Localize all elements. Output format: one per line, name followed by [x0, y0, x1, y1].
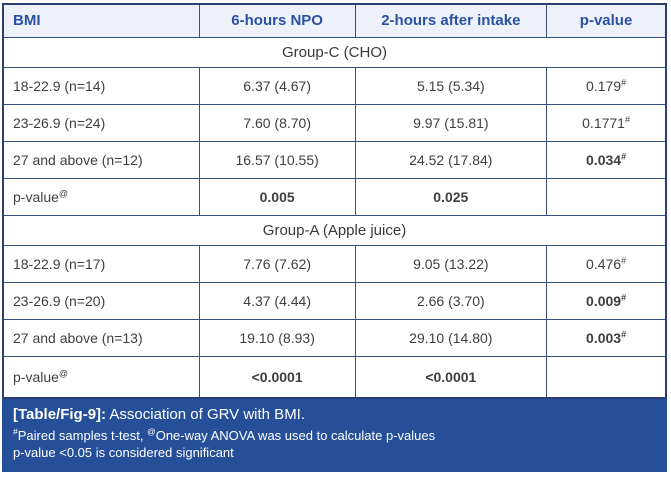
row-label: p-value@ [2, 355, 200, 399]
table-body: Group-C (CHO) 18-22.9 (n=14) 6.37 (4.67) 5.… [2, 36, 667, 399]
row-label: p-value@ [2, 177, 200, 216]
p-value-cell [546, 177, 667, 216]
npo-value: 19.10 (8.93) [198, 318, 356, 357]
after-intake-value: 24.52 (17.84) [354, 140, 548, 179]
footnote-hash-symbol: # [13, 426, 18, 437]
table-row-group: Group-A (Apple juice) [2, 214, 667, 246]
table-row-data: 27 and above (n=12) 16.57 (10.55) 24.52 (1… [2, 140, 667, 179]
table-row-data: 18-22.9 (n=14) 6.37 (4.67) 5.15 (5.34) 0.17… [2, 66, 667, 105]
col-header-npo: 6-hours NPO [198, 3, 356, 38]
row-label: 23-26.9 (n=20) [2, 281, 200, 320]
caption-tag: [Table/Fig-9]: [13, 406, 107, 423]
npo-value: <0.0001 [198, 355, 356, 399]
table-row-group: Group-C (CHO) [2, 36, 667, 68]
p-value-cell: 0.003# [546, 318, 667, 357]
table-row-data: 23-26.9 (n=24) 7.60 (8.70) 9.97 (15.81) 0.1… [2, 103, 667, 142]
group-section-header: Group-A (Apple juice) [2, 214, 667, 246]
npo-value: 0.005 [198, 177, 356, 216]
row-label: 27 and above (n=12) [2, 140, 200, 179]
npo-value: 6.37 (4.67) [198, 66, 356, 105]
header-row: BMI 6-hours NPO 2-hours after intake p-v… [2, 3, 667, 38]
row-label: 18-22.9 (n=17) [2, 244, 200, 283]
after-intake-value: 0.025 [354, 177, 548, 216]
table-row-data: 27 and above (n=13) 19.10 (8.93) 29.10 (14… [2, 318, 667, 357]
caption-footnote-1: #Paired samples t-test, @One-way ANOVA w… [13, 427, 656, 444]
row-label: 27 and above (n=13) [2, 318, 200, 357]
p-value-cell: 0.1771# [546, 103, 667, 142]
footnote-ttest-text: Paired samples t-test, [17, 428, 148, 443]
caption-title-line: [Table/Fig-9]: Association of GRV with B… [13, 406, 656, 423]
after-intake-value: 5.15 (5.34) [354, 66, 548, 105]
table-row-data: 23-26.9 (n=20) 4.37 (4.44) 2.66 (3.70) 0.00… [2, 281, 667, 320]
col-header-after-intake: 2-hours after intake [354, 3, 548, 38]
caption-footnote-2: p-value <0.05 is considered significant [13, 445, 234, 461]
figure-container: BMI 6-hours NPO 2-hours after intake p-v… [2, 3, 667, 472]
npo-value: 7.76 (7.62) [198, 244, 356, 283]
p-value-cell: 0.476# [546, 244, 667, 283]
group-section-header: Group-C (CHO) [2, 36, 667, 68]
figure-caption-bar: [Table/Fig-9]: Association of GRV with B… [2, 399, 667, 472]
table-row-pvalue: p-value@ 0.005 0.025 [2, 177, 667, 216]
p-value-cell: 0.034# [546, 140, 667, 179]
npo-value: 16.57 (10.55) [198, 140, 356, 179]
footnote-anova-text: One-way ANOVA was used to calculate p-va… [155, 428, 436, 443]
after-intake-value: 29.10 (14.80) [354, 318, 548, 357]
col-header-pvalue: p-value [546, 3, 667, 38]
row-label: 18-22.9 (n=14) [2, 66, 200, 105]
npo-value: 7.60 (8.70) [198, 103, 356, 142]
col-header-bmi: BMI [2, 3, 200, 38]
footnote-at-symbol: @ [147, 426, 156, 437]
after-intake-value: <0.0001 [354, 355, 548, 399]
table-row-data: 18-22.9 (n=17) 7.76 (7.62) 9.05 (13.22) 0.4… [2, 244, 667, 283]
after-intake-value: 9.97 (15.81) [354, 103, 548, 142]
after-intake-value: 9.05 (13.22) [354, 244, 548, 283]
grv-bmi-table: BMI 6-hours NPO 2-hours after intake p-v… [2, 3, 667, 399]
npo-value: 4.37 (4.44) [198, 281, 356, 320]
caption-title: Association of GRV with BMI. [109, 406, 306, 423]
p-value-cell: 0.009# [546, 281, 667, 320]
table-header: BMI 6-hours NPO 2-hours after intake p-v… [2, 3, 667, 38]
table-row-pvalue: p-value@ <0.0001 <0.0001 [2, 355, 667, 399]
p-value-cell [546, 355, 667, 399]
p-value-cell: 0.179# [546, 66, 667, 105]
after-intake-value: 2.66 (3.70) [354, 281, 548, 320]
row-label: 23-26.9 (n=24) [2, 103, 200, 142]
